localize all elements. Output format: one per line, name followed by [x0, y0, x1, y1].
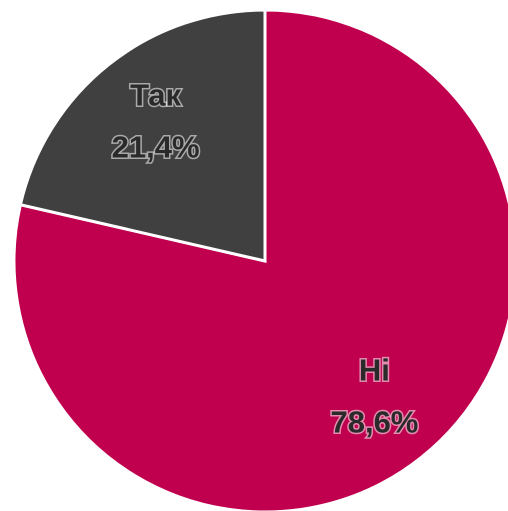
slice-label: Так: [130, 78, 181, 113]
slice-value-label: 21,4%: [112, 130, 200, 165]
pie-slice: [18, 8, 267, 263]
slice-value-label: 78,6%: [330, 405, 418, 440]
slice-label: Ні: [359, 353, 390, 388]
